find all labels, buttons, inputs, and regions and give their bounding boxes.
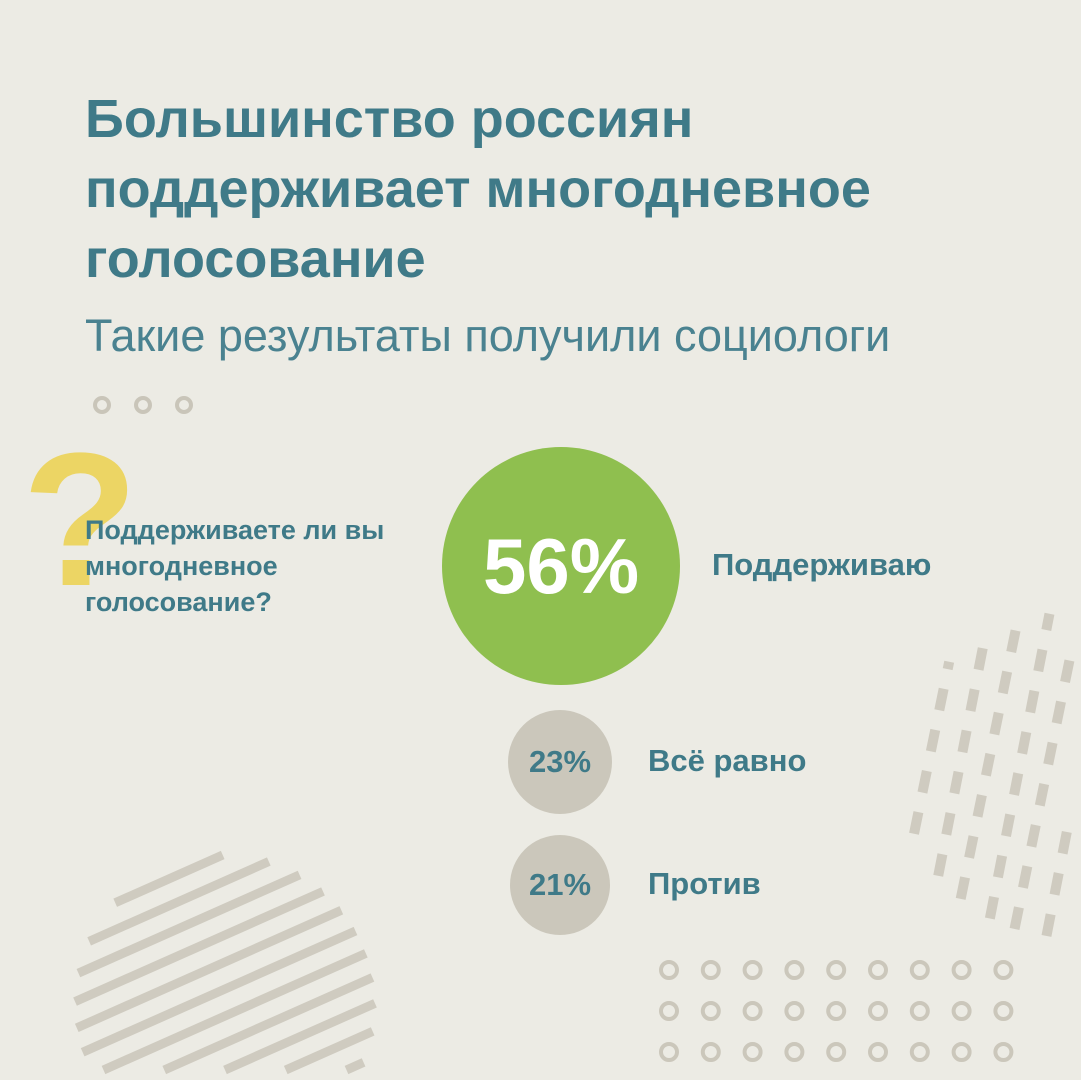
dash-line bbox=[933, 632, 991, 877]
stripe bbox=[101, 949, 368, 1075]
grid-dot bbox=[826, 1001, 847, 1021]
grid-dot bbox=[909, 1001, 930, 1021]
dash-line bbox=[1009, 656, 1075, 930]
stripe bbox=[76, 870, 302, 978]
grid-dot bbox=[700, 1001, 721, 1021]
grid-dot bbox=[659, 960, 679, 980]
grid-dot bbox=[909, 1042, 930, 1062]
label-against: Против bbox=[648, 866, 761, 901]
grid-dot bbox=[742, 1001, 763, 1021]
dash-line bbox=[909, 660, 955, 835]
survey-question: Поддерживаете ли вы многодневное голосов… bbox=[85, 515, 385, 617]
striped-circle bbox=[73, 850, 377, 1075]
grid-dot bbox=[700, 1042, 721, 1062]
stripe bbox=[162, 973, 375, 1075]
grid-dot bbox=[951, 960, 972, 980]
grid-dot bbox=[993, 960, 1014, 980]
label-indifferent: Всё равно bbox=[648, 743, 807, 778]
grid-dot bbox=[659, 1001, 679, 1021]
dash-line bbox=[1041, 814, 1075, 937]
grid-dot bbox=[742, 960, 763, 980]
question-mark-icon: ? bbox=[22, 414, 139, 626]
stripe bbox=[74, 906, 344, 1032]
grid-dot bbox=[909, 960, 930, 980]
stripe bbox=[80, 926, 358, 1057]
dash-line bbox=[955, 619, 1023, 900]
grid-dot bbox=[868, 1042, 888, 1062]
stripe bbox=[344, 1058, 366, 1075]
bubble-against: 21% bbox=[510, 835, 610, 935]
grid-dot bbox=[951, 1042, 972, 1062]
grid-dot bbox=[659, 1042, 679, 1062]
grid-dot bbox=[784, 1001, 805, 1021]
top-dots bbox=[93, 396, 193, 414]
stripe bbox=[73, 887, 325, 1006]
value-label-support: 56% bbox=[482, 521, 640, 610]
grid-dot bbox=[742, 1042, 763, 1062]
grid-dot bbox=[868, 960, 888, 980]
value-label-indifferent: 23% bbox=[528, 744, 592, 779]
bubble-support: 56% bbox=[442, 447, 680, 685]
grid-dot bbox=[826, 1042, 847, 1062]
dashed-circle bbox=[909, 612, 1075, 937]
subtitle: Такие результаты получили социологи bbox=[85, 310, 891, 361]
stripe bbox=[87, 857, 271, 946]
dash-line bbox=[984, 612, 1055, 920]
grid-dot bbox=[826, 960, 847, 980]
value-label-against: 21% bbox=[528, 867, 592, 902]
stripe bbox=[223, 999, 377, 1075]
grid-dot bbox=[951, 1001, 972, 1021]
page-title: Большинство россиян поддерживает многодн… bbox=[85, 89, 871, 289]
grid-dot bbox=[868, 1001, 888, 1021]
bubble-indifferent: 23% bbox=[508, 710, 612, 814]
grid-dot bbox=[784, 960, 805, 980]
grid-dot bbox=[993, 1042, 1014, 1062]
stripe bbox=[113, 850, 225, 907]
grid-dot bbox=[993, 1001, 1014, 1021]
dot-grid bbox=[659, 960, 1014, 1062]
stripe bbox=[283, 1027, 375, 1075]
label-support: Поддерживаю bbox=[712, 547, 932, 582]
grid-dot bbox=[784, 1042, 805, 1062]
grid-dot bbox=[700, 960, 721, 980]
